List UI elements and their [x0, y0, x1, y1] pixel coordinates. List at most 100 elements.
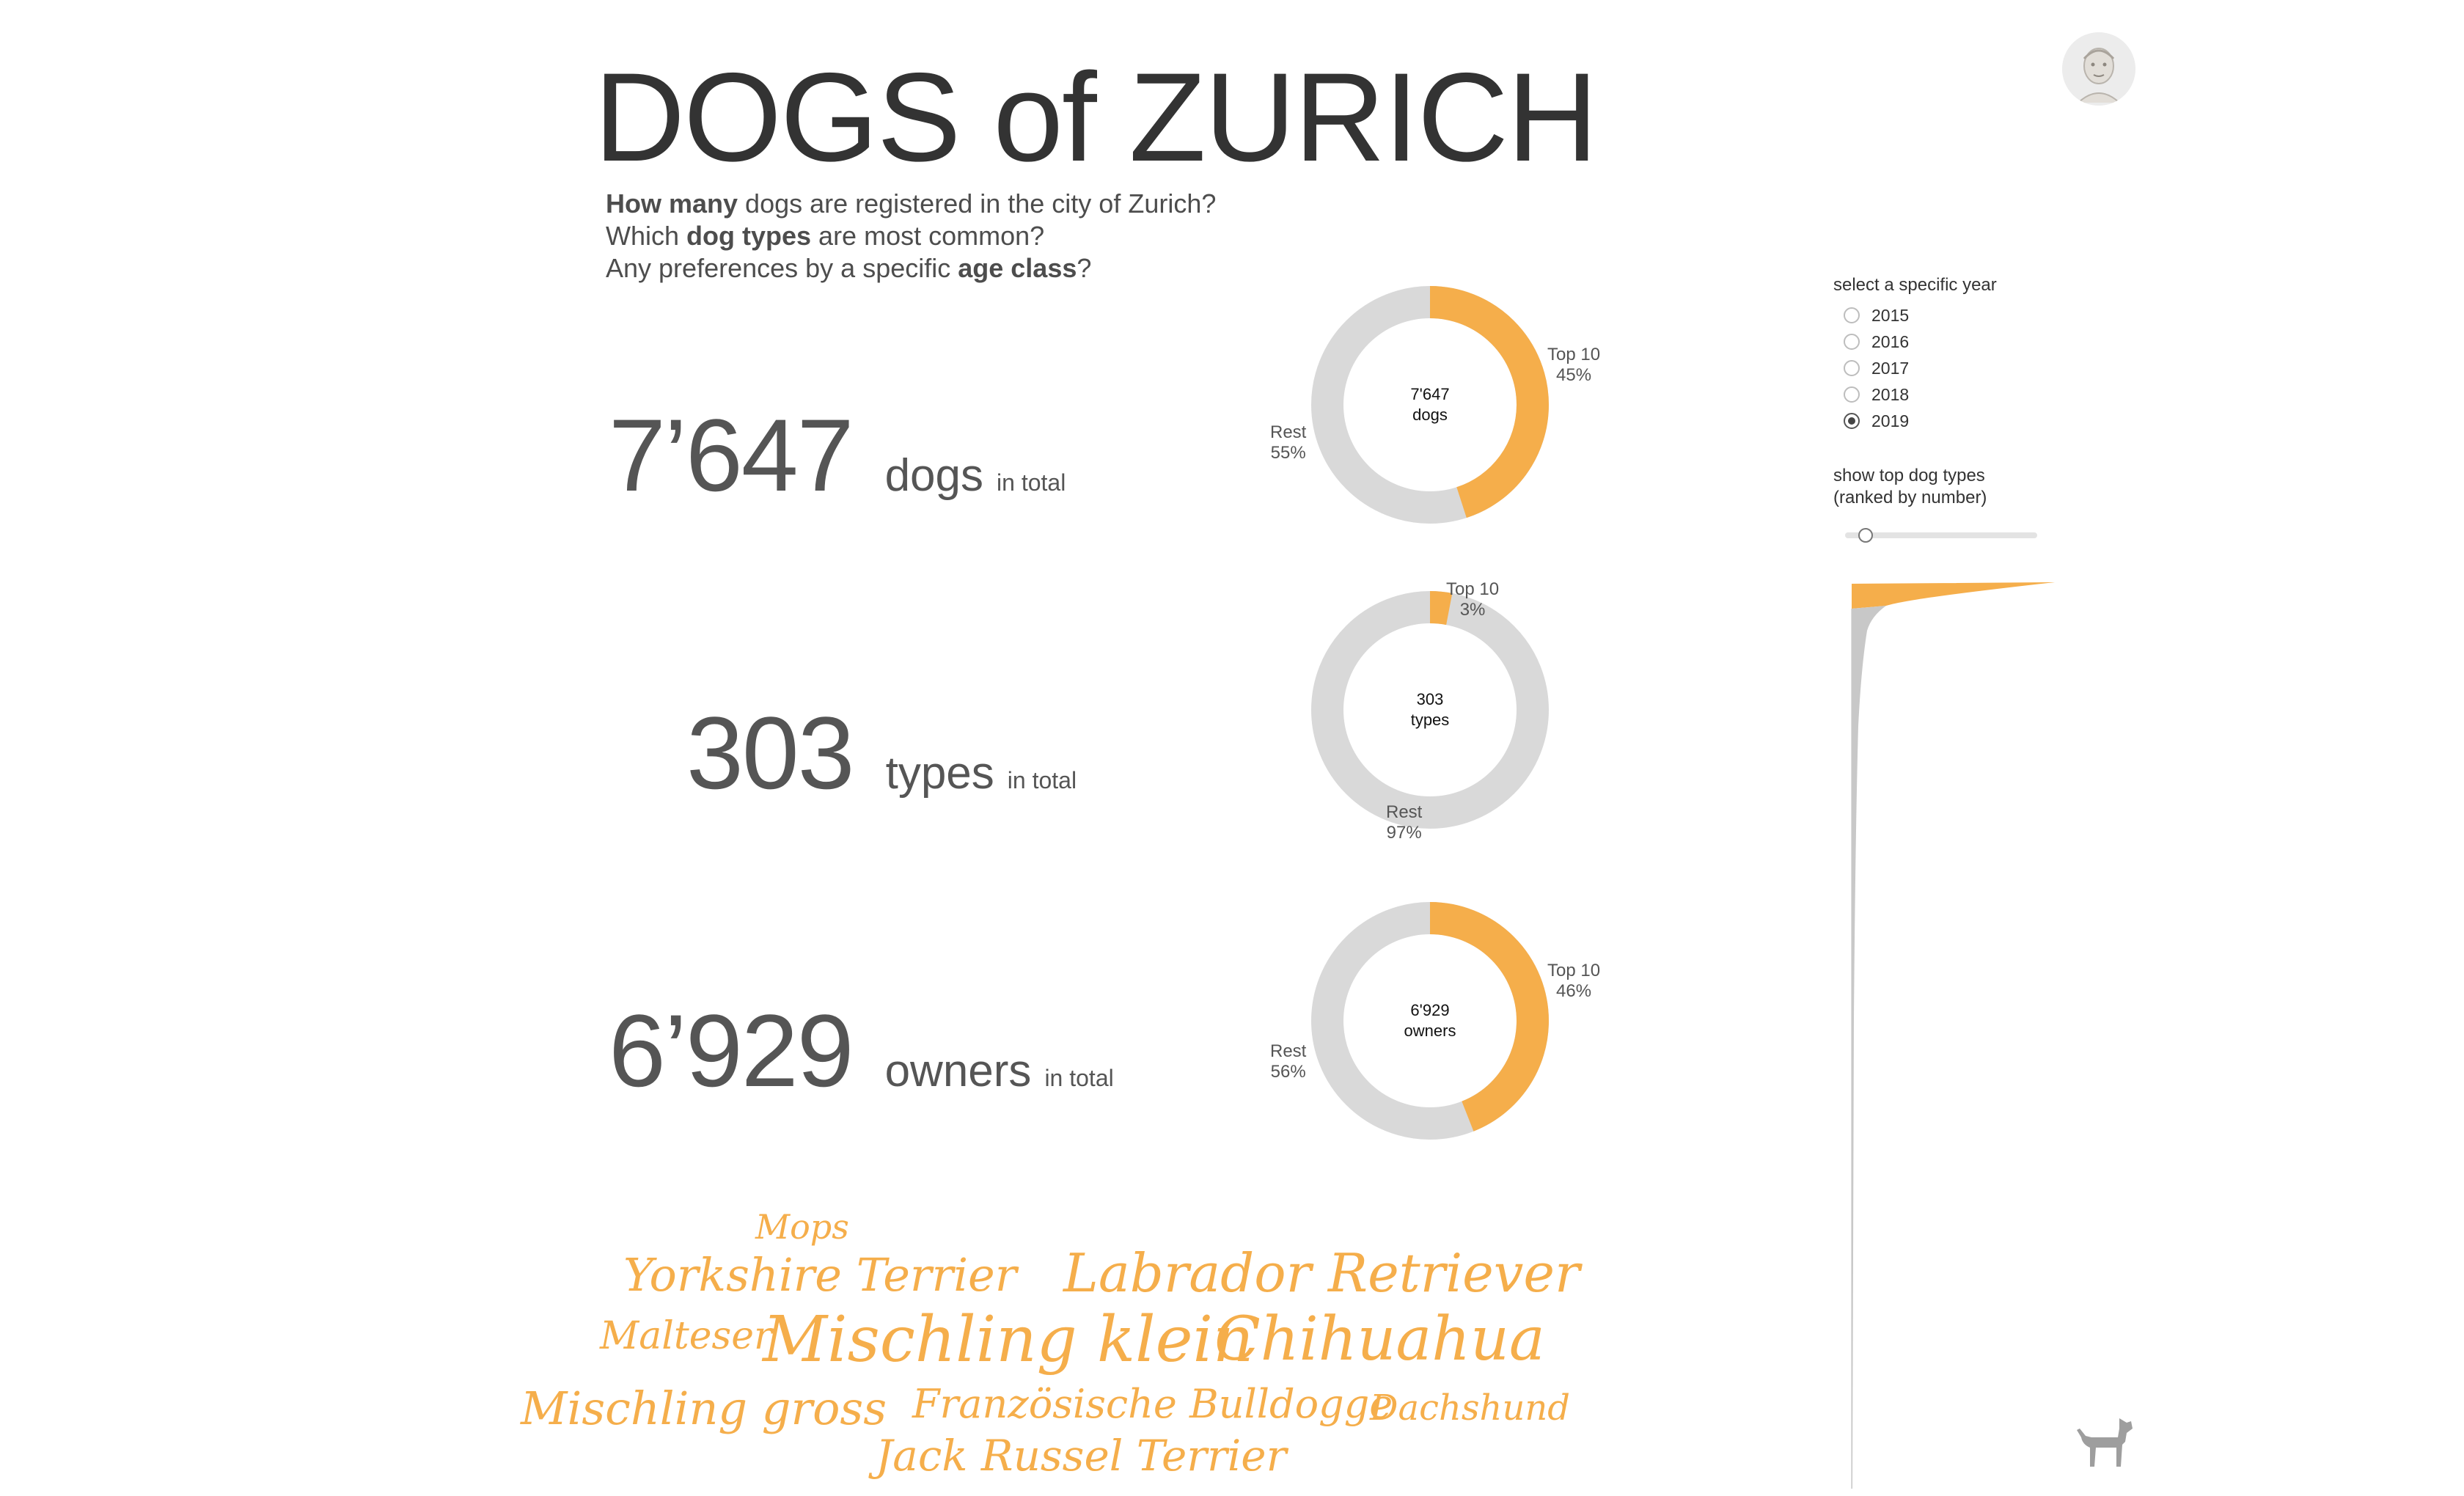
question-dog-types: Which dog types are most common? [606, 220, 1339, 252]
radio-button[interactable] [1844, 334, 1860, 350]
year-option-label: 2015 [1871, 305, 1910, 325]
label-pct: 45% [1556, 365, 1592, 385]
stat-owners: 6’929 owners in total [609, 991, 1114, 1110]
stat-suffix: in total [997, 469, 1066, 496]
donut-top10-arc [1311, 286, 1549, 524]
stat-unit: owners [884, 1046, 1032, 1096]
year-option-label: 2016 [1871, 331, 1910, 351]
donut-center-value: 303 [1416, 690, 1444, 708]
donut-top10-arc [1311, 902, 1549, 1140]
year-option[interactable]: 2016 [1833, 329, 2053, 355]
question-text: ? [1077, 253, 1092, 283]
donut-center-label: 303 types [1298, 689, 1562, 730]
cloud-word[interactable]: Chihuahua [1214, 1305, 1545, 1374]
intro-questions: How many dogs are registered in the city… [606, 188, 1339, 285]
stat-value: 6’929 [609, 993, 854, 1108]
year-option[interactable]: 2019 [1833, 408, 2053, 434]
stat-value: 7’647 [609, 397, 854, 513]
author-avatar[interactable] [2062, 32, 2135, 106]
stat-unit: dogs [884, 450, 984, 501]
label-pct: 55% [1270, 443, 1306, 463]
avatar-icon [2062, 32, 2135, 106]
question-text: are most common? [811, 221, 1045, 251]
year-option[interactable]: 2018 [1833, 381, 2053, 408]
question-text: Any preferences by a specific [606, 253, 958, 283]
question-text: dogs are registered in the city of Zuric… [738, 188, 1217, 219]
year-option[interactable]: 2017 [1833, 355, 2053, 381]
donut-rest-label: Rest 55% [1270, 422, 1306, 463]
donut-chart [1311, 591, 1549, 829]
stat-value: 303 [686, 695, 855, 810]
donut-chart [1311, 902, 1549, 1140]
slider-label-line: show top dog types [1833, 466, 1985, 485]
label-text: Rest [1386, 802, 1423, 822]
stat-types: 303 types in total [686, 694, 1077, 813]
donut-top10-label: Top 10 45% [1547, 345, 1600, 386]
radio-button[interactable] [1844, 307, 1860, 323]
label-text: Top 10 [1547, 345, 1601, 364]
donut-center-label: 7'647 dogs [1298, 384, 1562, 425]
donut-owners[interactable]: 6'929 owners [1298, 889, 1562, 1153]
year-option-label: 2017 [1871, 358, 1910, 378]
cloud-word[interactable]: Malteser [600, 1314, 772, 1358]
question-bold: dog types [686, 221, 812, 251]
label-text: Rest [1270, 422, 1307, 442]
page-title: DOGS of ZURICH [594, 47, 1598, 188]
donut-chart [1311, 286, 1549, 524]
year-select-label: select a specific year [1833, 275, 1997, 295]
top-types-slider-handle[interactable] [1858, 528, 1873, 543]
donut-center-unit: dogs [1412, 406, 1448, 424]
question-bold: How many [606, 188, 738, 219]
cloud-word[interactable]: Mops [755, 1207, 849, 1247]
year-radio-group: 2015 2016 2017 2018 2019 [1833, 302, 2053, 434]
label-pct: 97% [1386, 823, 1422, 843]
question-age-class: Any preferences by a specific age class? [606, 252, 1339, 285]
stat-suffix: in total [1007, 767, 1077, 793]
label-pct: 3% [1459, 600, 1486, 620]
donut-center-value: 6'929 [1410, 1001, 1450, 1019]
ranked-types-chart[interactable] [1842, 579, 2055, 1489]
year-option-label: 2018 [1871, 384, 1910, 404]
question-how-many: How many dogs are registered in the city… [606, 188, 1339, 220]
label-text: Rest [1270, 1041, 1307, 1061]
question-bold: age class [958, 253, 1077, 283]
donut-dogs[interactable]: 7'647 dogs [1298, 273, 1562, 537]
radio-button-selected[interactable] [1844, 413, 1860, 429]
cloud-word[interactable]: Labrador Retriever [1063, 1242, 1580, 1304]
cloud-word[interactable]: Französische Bulldogge [912, 1381, 1393, 1427]
year-option-label: 2019 [1871, 411, 1910, 430]
donut-center-unit: types [1410, 711, 1450, 729]
donut-top10-label: Top 10 46% [1547, 961, 1600, 1002]
label-text: Top 10 [1446, 579, 1500, 599]
cloud-word[interactable]: Jack Russel Terrier [876, 1431, 1287, 1481]
donut-types[interactable]: 303 types [1298, 578, 1562, 842]
donut-top10-label: Top 10 3% [1446, 579, 1499, 620]
donut-top10-arc [1311, 591, 1549, 829]
dog-icon [2077, 1418, 2133, 1467]
label-pct: 46% [1556, 981, 1592, 1001]
stat-unit: types [885, 748, 994, 799]
filter-panel: select a specific year 2015 2016 2017 20… [1833, 274, 2053, 509]
slider-label-line: (ranked by number) [1833, 488, 1987, 507]
stat-suffix: in total [1044, 1065, 1114, 1091]
donut-center-value: 7'647 [1410, 385, 1450, 403]
cloud-word[interactable]: Mischling klein [763, 1303, 1254, 1376]
donut-rest-label: Rest 97% [1386, 802, 1422, 843]
donut-center-unit: owners [1404, 1022, 1456, 1040]
radio-button[interactable] [1844, 360, 1860, 376]
label-pct: 56% [1270, 1062, 1306, 1082]
cloud-word[interactable]: Dachshund [1370, 1387, 1570, 1429]
top-types-area [1852, 582, 2055, 609]
rest-types-area [1852, 606, 1886, 1489]
top-types-slider-track[interactable] [1845, 532, 2037, 538]
donut-rest-label: Rest 56% [1270, 1041, 1306, 1082]
donut-center-label: 6'929 owners [1298, 1000, 1562, 1041]
question-text: Which [606, 221, 687, 251]
slider-label: show top dog types (ranked by number) [1833, 465, 2053, 509]
year-option[interactable]: 2015 [1833, 302, 2053, 329]
radio-button[interactable] [1844, 386, 1860, 403]
stat-dogs: 7’647 dogs in total [609, 396, 1066, 515]
cloud-word[interactable]: Yorkshire Terrier [623, 1248, 1017, 1302]
label-text: Top 10 [1547, 961, 1601, 980]
cloud-word[interactable]: Mischling gross [521, 1382, 887, 1435]
